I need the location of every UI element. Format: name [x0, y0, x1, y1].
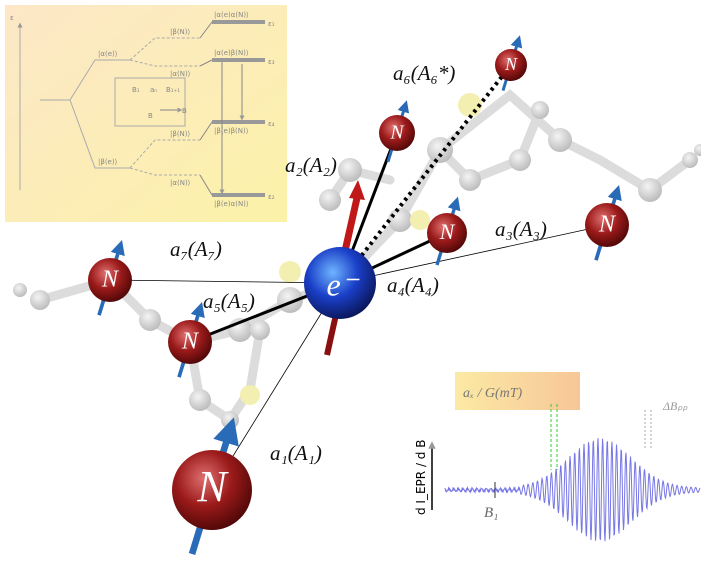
atom	[189, 389, 211, 411]
energy-inset: ε ε₁ ε₃ ε₄ ε₂ |α(e)α(N)⟩ |α(e)β(N)⟩ |β(e…	[5, 5, 287, 222]
atom	[221, 411, 239, 429]
nucleus-label: N	[389, 122, 405, 144]
atom	[509, 149, 531, 171]
level-label: ε₃	[268, 58, 275, 66]
field-label: B₁	[484, 505, 498, 521]
pair-state: |β(e)β(N)⟩	[214, 127, 249, 135]
nucleus-label: N	[101, 266, 120, 293]
level-label: ε₄	[268, 120, 275, 128]
coupling-label: a₇(A₇)	[170, 237, 222, 261]
nuclear-state: |β(N)⟩	[170, 130, 191, 138]
nuclear-state: |α(N)⟩	[170, 70, 191, 78]
epr-spectrum: aₓ / G(mT) ΔBₚₚ d I_EPR / d B B₁	[414, 372, 700, 541]
coupling-label: a₄(A₄)	[387, 273, 439, 297]
nucleus-label: N	[439, 219, 456, 244]
coupling-unit-label: aₓ / G(mT)	[463, 386, 523, 401]
atom	[427, 137, 453, 163]
y-axis-label: d I_EPR / d B	[414, 440, 428, 515]
atom	[548, 128, 572, 152]
atom	[319, 189, 341, 211]
nuclear-state: |β(N)⟩	[170, 28, 191, 36]
coupling-label: a₁(A₁)	[270, 441, 322, 465]
atom	[388, 208, 412, 232]
pair-state: |β(e)α(N)⟩	[214, 200, 249, 208]
atom	[638, 178, 662, 202]
pair-state: |α(e)α(N)⟩	[214, 11, 249, 19]
sulfur-atom	[240, 385, 260, 405]
energy-axis-label: ε	[10, 14, 14, 22]
electron-spin	[349, 180, 365, 200]
nuclear-state: |α(N)⟩	[170, 179, 191, 187]
pair-state: |α(e)β(N)⟩	[214, 49, 249, 57]
nucleus-label: N	[181, 328, 200, 355]
electron-state: |β(e)⟩	[98, 158, 118, 166]
atom	[459, 169, 481, 191]
coupling-label: a₂(A₂)	[285, 153, 337, 177]
zeeman-label: aₙ	[150, 86, 157, 94]
zeeman-label: B₁₊₁	[166, 86, 180, 94]
linewidth-label: ΔBₚₚ	[662, 399, 689, 413]
sulfur-atom	[410, 210, 430, 230]
nucleus-label: N	[196, 462, 229, 511]
atom	[250, 320, 270, 340]
zeeman-label: B₁	[132, 86, 140, 94]
nucleus-label: N	[504, 54, 518, 74]
level-label: ε₂	[268, 193, 275, 201]
coupling-label: a₅(A₅)	[203, 289, 255, 313]
atom	[682, 152, 698, 168]
atom	[13, 283, 27, 297]
level-label: ε₁	[268, 20, 275, 28]
illustration: ε ε₁ ε₃ ε₄ ε₂ |α(e)α(N)⟩ |α(e)β(N)⟩ |β(e…	[0, 0, 701, 567]
electron-label: e⁻	[326, 266, 359, 302]
nucleus-label: N	[598, 211, 617, 238]
sulfur-atom	[279, 261, 301, 283]
zeeman-label: B	[148, 112, 153, 120]
atom	[30, 290, 50, 310]
atom	[139, 309, 161, 331]
atom	[338, 158, 362, 182]
coupling-label: a₆(A₆*)	[393, 61, 455, 85]
zeeman-label: B	[182, 107, 187, 115]
coupling-label: a₃(A₃)	[495, 217, 547, 241]
atom	[531, 101, 549, 119]
electron-state: |α(e)⟩	[98, 50, 118, 58]
